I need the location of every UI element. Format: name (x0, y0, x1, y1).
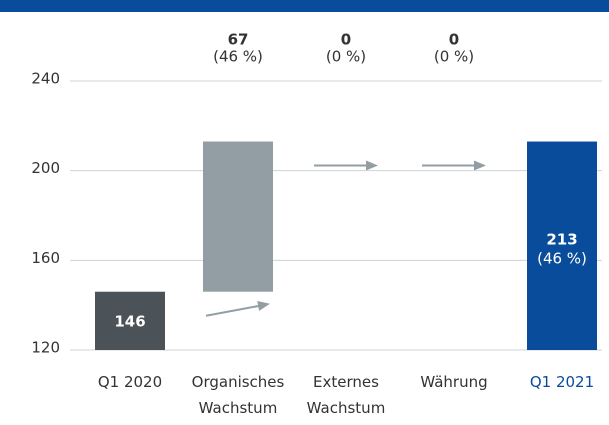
y-tick-label: 200 (31, 159, 60, 177)
value-label: 146 (114, 313, 145, 331)
bar (203, 141, 273, 292)
value-label: 0 (341, 31, 351, 49)
x-tick-label: Währung (420, 373, 488, 391)
arrow (205, 304, 261, 317)
arrow-head (366, 160, 378, 171)
share-label: (46 %) (537, 250, 587, 268)
y-tick-label: 160 (31, 249, 60, 267)
value-label: 213 (546, 231, 577, 249)
arrow-head (257, 300, 270, 311)
top-bar (0, 0, 609, 12)
bar (527, 141, 597, 350)
share-label: (46 %) (213, 48, 263, 66)
value-label: 0 (449, 31, 459, 49)
y-tick-label: 120 (31, 339, 60, 357)
bar (95, 291, 165, 350)
x-tick-label: Organisches Wachstum (191, 373, 285, 417)
value-label: 67 (228, 31, 249, 49)
arrow-head (474, 160, 486, 171)
share-label: (0 %) (326, 48, 366, 66)
x-tick-label: Externes Wachstum (306, 373, 386, 417)
x-tick-label: Q1 2021 (529, 373, 595, 391)
y-tick-label: 240 (31, 70, 60, 88)
x-tick-label: Q1 2020 (97, 373, 163, 391)
share-label: (0 %) (434, 48, 474, 66)
